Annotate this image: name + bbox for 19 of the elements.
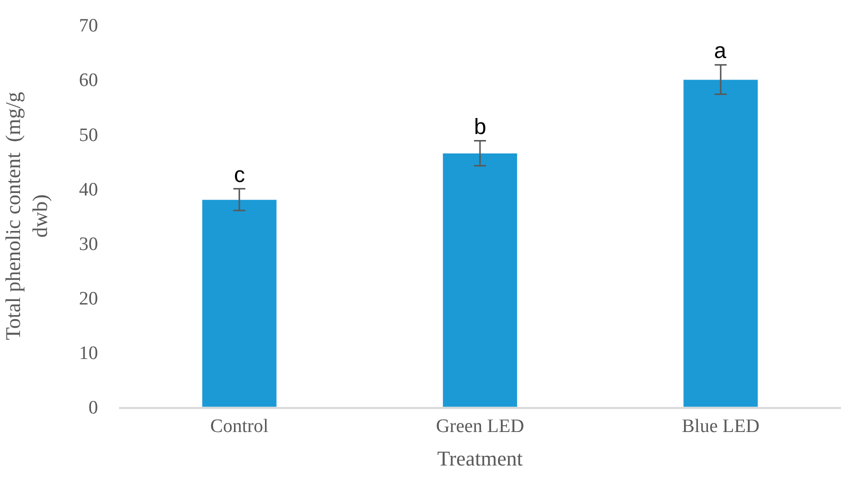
y-tick-label: 0: [88, 398, 98, 419]
x-axis-title: Treatment: [437, 446, 523, 470]
y-tick-label: 30: [79, 234, 98, 255]
bar: [202, 199, 277, 407]
y-tick-label: 50: [79, 124, 98, 146]
y-tick-label: 60: [79, 70, 98, 92]
y-tick-label: 70: [79, 16, 98, 37]
bar: [442, 152, 518, 407]
x-tick-label: Control: [210, 416, 268, 437]
y-tick-label: 20: [79, 288, 98, 310]
bar: [683, 79, 758, 407]
annotation: b: [474, 114, 486, 139]
annotation: c: [234, 162, 245, 187]
annotation: a: [714, 38, 727, 63]
x-tick-label: Green LED: [436, 416, 524, 437]
y-tick-label: 10: [79, 343, 98, 364]
y-axis-title: Total phenolic content (mg/g dwb): [0, 91, 52, 340]
x-tick-label: Blue LED: [682, 416, 760, 437]
y-tick-label: 40: [79, 179, 98, 200]
